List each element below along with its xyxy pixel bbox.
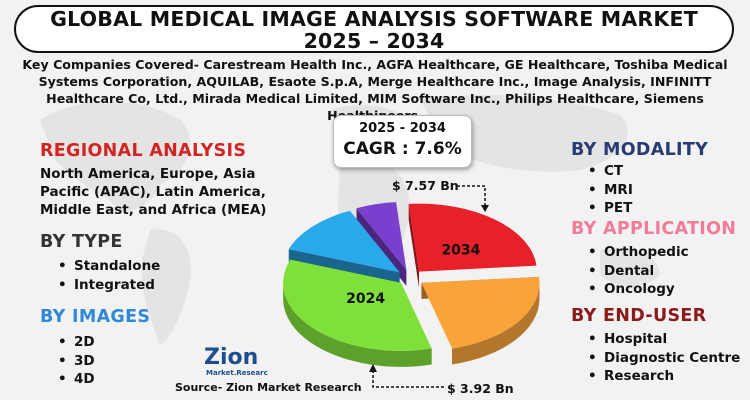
pie-slice-label: 2034 <box>441 243 480 259</box>
list-item: Orthopedic <box>586 243 689 262</box>
page-title-years: 2025 – 2034 <box>303 29 445 53</box>
pie-slice-top <box>408 203 537 272</box>
by-modality-list: CT MRI PET <box>586 162 633 218</box>
key-companies-text: Key Companies Covered- Carestream Health… <box>22 57 728 123</box>
callout-2034-value: $ 7.57 Bn <box>392 178 459 193</box>
pie-slice-wall <box>408 203 419 288</box>
list-item: Diagnostic Centre <box>586 349 740 368</box>
list-item: 3D <box>56 352 95 371</box>
svg-text:Zion: Zion <box>204 345 258 370</box>
callout-2024-arrow <box>369 364 445 388</box>
by-images-list: 2D 3D 4D <box>56 333 95 389</box>
pie-slice: 2034 <box>408 203 537 288</box>
pie-slice-top <box>283 259 432 351</box>
list-item: Dental <box>586 262 689 281</box>
pie-slice-side <box>452 282 540 365</box>
list-item: 4D <box>56 370 95 389</box>
pie-slice-side <box>283 282 432 367</box>
by-end-user-heading: BY END-USER <box>571 306 707 326</box>
list-item: Research <box>586 367 740 386</box>
pie-slice-top <box>421 276 540 349</box>
by-application-heading: BY APPLICATION <box>571 219 737 239</box>
list-item: CT <box>586 162 633 181</box>
list-item: PET <box>586 199 633 218</box>
list-item: Integrated <box>56 276 160 295</box>
by-type-list: Standalone Integrated <box>56 257 160 294</box>
page-title: GLOBAL MEDICAL IMAGE ANALYSIS SOFTWARE M… <box>50 7 698 31</box>
pie-slice-top <box>288 210 400 273</box>
by-end-user-list: Hospital Diagnostic Centre Research <box>586 330 740 386</box>
list-item: Hospital <box>586 330 740 349</box>
pie-slice-top <box>356 202 407 270</box>
by-modality-heading: BY MODALITY <box>571 140 709 160</box>
svg-text:Market.Research: Market.Research <box>206 369 268 377</box>
regional-analysis-text: North America, Europe, Asia Pacific (APA… <box>40 166 267 218</box>
list-item: 2D <box>56 333 95 352</box>
source-text: Source- Zion Market Research <box>175 381 362 394</box>
cagr-value: CAGR : 7.6% <box>343 139 462 159</box>
regional-analysis-heading: REGIONAL ANALYSIS <box>40 141 247 161</box>
pie-slice: 2024 <box>283 259 432 367</box>
list-item: MRI <box>586 181 633 200</box>
by-type-heading: BY TYPE <box>40 232 123 252</box>
pie-chart: 2034 2024 <box>283 202 540 367</box>
callout-2034-arrow <box>457 185 489 212</box>
pie-slice-label: 2024 <box>346 291 385 307</box>
zion-logo: Zion Market.Research <box>204 345 268 377</box>
list-item: Oncology <box>586 280 689 299</box>
pie-slice <box>421 276 540 365</box>
cagr-years: 2025 - 2034 <box>359 121 446 136</box>
by-application-list: Orthopedic Dental Oncology <box>586 243 689 299</box>
title-banner: GLOBAL MEDICAL IMAGE ANALYSIS SOFTWARE M… <box>14 5 734 53</box>
by-images-heading: BY IMAGES <box>40 307 151 327</box>
callout-2024-value: $ 3.92 Bn <box>447 381 514 396</box>
list-item: Standalone <box>56 257 160 276</box>
cagr-box: 2025 - 2034 CAGR : 7.6% <box>333 115 472 168</box>
